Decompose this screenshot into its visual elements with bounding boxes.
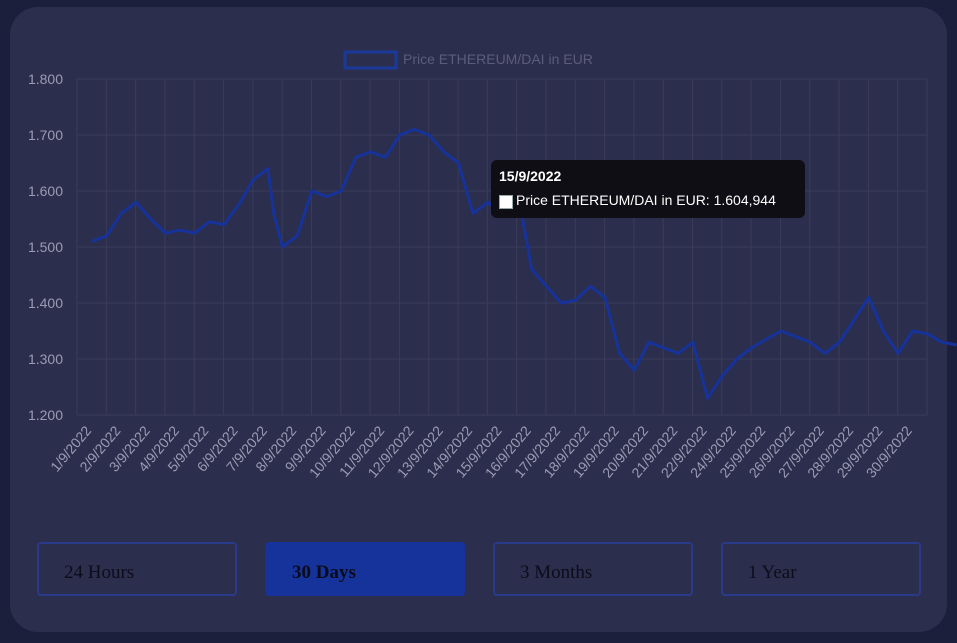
legend-label: Price ETHEREUM/DAI in EUR xyxy=(403,51,593,67)
y-tick-label: 1.800 xyxy=(28,71,63,87)
range-button-1-year[interactable]: 1 Year xyxy=(721,542,921,596)
range-button-30-days[interactable]: 30 Days xyxy=(265,542,465,596)
y-tick-label: 1.500 xyxy=(28,239,63,255)
range-button-24-hours[interactable]: 24 Hours xyxy=(37,542,237,596)
tooltip-title: 15/9/2022 xyxy=(499,168,562,184)
x-axis: 1/9/20222/9/20223/9/20224/9/20225/9/2022… xyxy=(47,422,915,480)
range-button-3-months[interactable]: 3 Months xyxy=(493,542,693,596)
chart-card xyxy=(10,7,947,632)
chart-tooltip: 15/9/2022 Price ETHEREUM/DAI in EUR: 1.6… xyxy=(491,160,805,218)
chart-legend[interactable]: Price ETHEREUM/DAI in EUR xyxy=(343,50,593,70)
y-tick-label: 1.300 xyxy=(28,351,63,367)
y-tick-label: 1.600 xyxy=(28,183,63,199)
tooltip-value: Price ETHEREUM/DAI in EUR: 1.604,944 xyxy=(516,192,776,208)
y-tick-label: 1.400 xyxy=(28,295,63,311)
y-axis: 1.800 1.700 1.600 1.500 1.400 1.300 1.200 xyxy=(28,71,63,423)
tooltip-swatch xyxy=(499,195,513,209)
legend-swatch xyxy=(343,50,398,70)
y-tick-label: 1.700 xyxy=(28,127,63,143)
chart-grid xyxy=(76,78,928,416)
y-tick-label: 1.200 xyxy=(28,407,63,423)
